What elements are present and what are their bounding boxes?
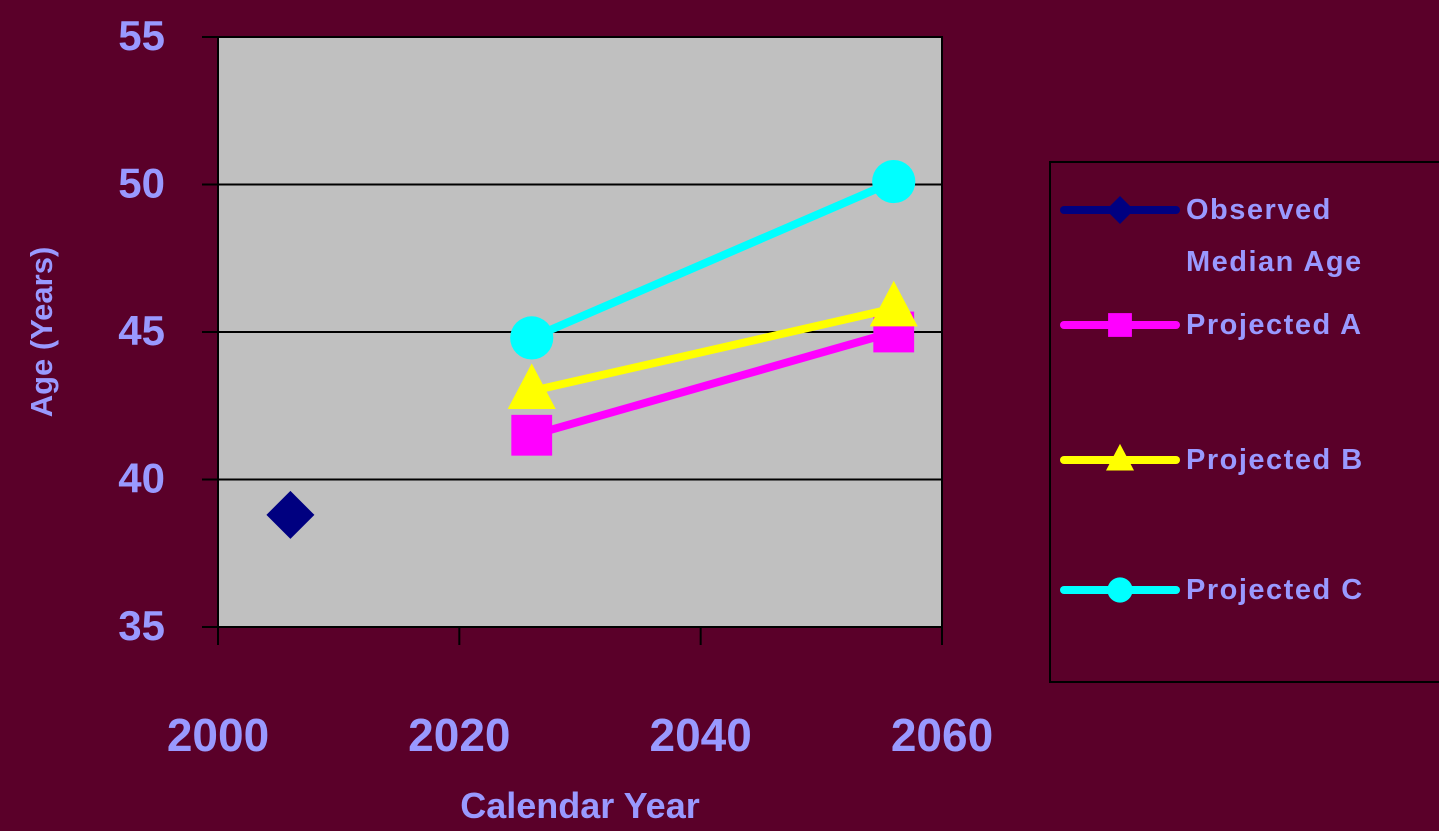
legend-label-1-0: Projected A	[1186, 309, 1363, 341]
series-2	[507, 280, 918, 409]
x-axis-label: Calendar Year	[460, 785, 699, 826]
legend-item-3: Projected C	[1060, 574, 1364, 606]
series-line-3	[530, 177, 896, 342]
legend-label-0-1: Median Age	[1186, 246, 1363, 278]
data-point-1-0	[511, 414, 553, 456]
y-tick-label-55: 55	[118, 12, 165, 59]
legend-marker-2	[1106, 443, 1134, 471]
x-axis-ticks: 2000 2020 2040 2060	[167, 627, 993, 761]
legend: Observed Median Age Projected A Projected B…	[1060, 194, 1364, 606]
legend-marker-0	[1106, 196, 1134, 224]
series-line-1	[530, 328, 895, 440]
data-point-3-1	[872, 159, 916, 204]
x-tick-label-2000: 2000	[167, 709, 269, 761]
y-axis-ticks: 35 40 45 50 55	[118, 12, 218, 649]
x-tick-label-2040: 2040	[649, 709, 751, 761]
y-axis-label: Age (Years)	[24, 247, 59, 418]
series-3	[510, 159, 916, 360]
series-layer	[266, 159, 918, 539]
legend-item-1: Projected A	[1060, 309, 1363, 341]
legend-item-2: Projected B	[1060, 443, 1364, 476]
y-tick-label-40: 40	[118, 455, 165, 502]
series-line-2	[530, 304, 895, 395]
legend-marker-1	[1108, 313, 1132, 337]
series-0	[266, 490, 315, 539]
y-tick-label-50: 50	[118, 160, 165, 207]
legend-marker-3	[1107, 577, 1133, 603]
data-point-3-0	[510, 316, 554, 360]
legend-item-0: Observed Median Age	[1060, 194, 1363, 278]
data-point-0-0	[266, 490, 315, 539]
legend-label-0-0: Observed	[1186, 194, 1332, 226]
legend-label-3-0: Projected C	[1186, 574, 1364, 606]
y-tick-label-35: 35	[118, 602, 165, 649]
data-point-2-1	[869, 280, 918, 327]
data-point-2-0	[507, 363, 556, 409]
y-tick-label-45: 45	[118, 307, 165, 354]
x-tick-label-2020: 2020	[408, 709, 510, 761]
legend-label-2-0: Projected B	[1186, 444, 1364, 476]
grid-lines	[218, 183, 942, 481]
x-tick-label-2060: 2060	[891, 709, 993, 761]
